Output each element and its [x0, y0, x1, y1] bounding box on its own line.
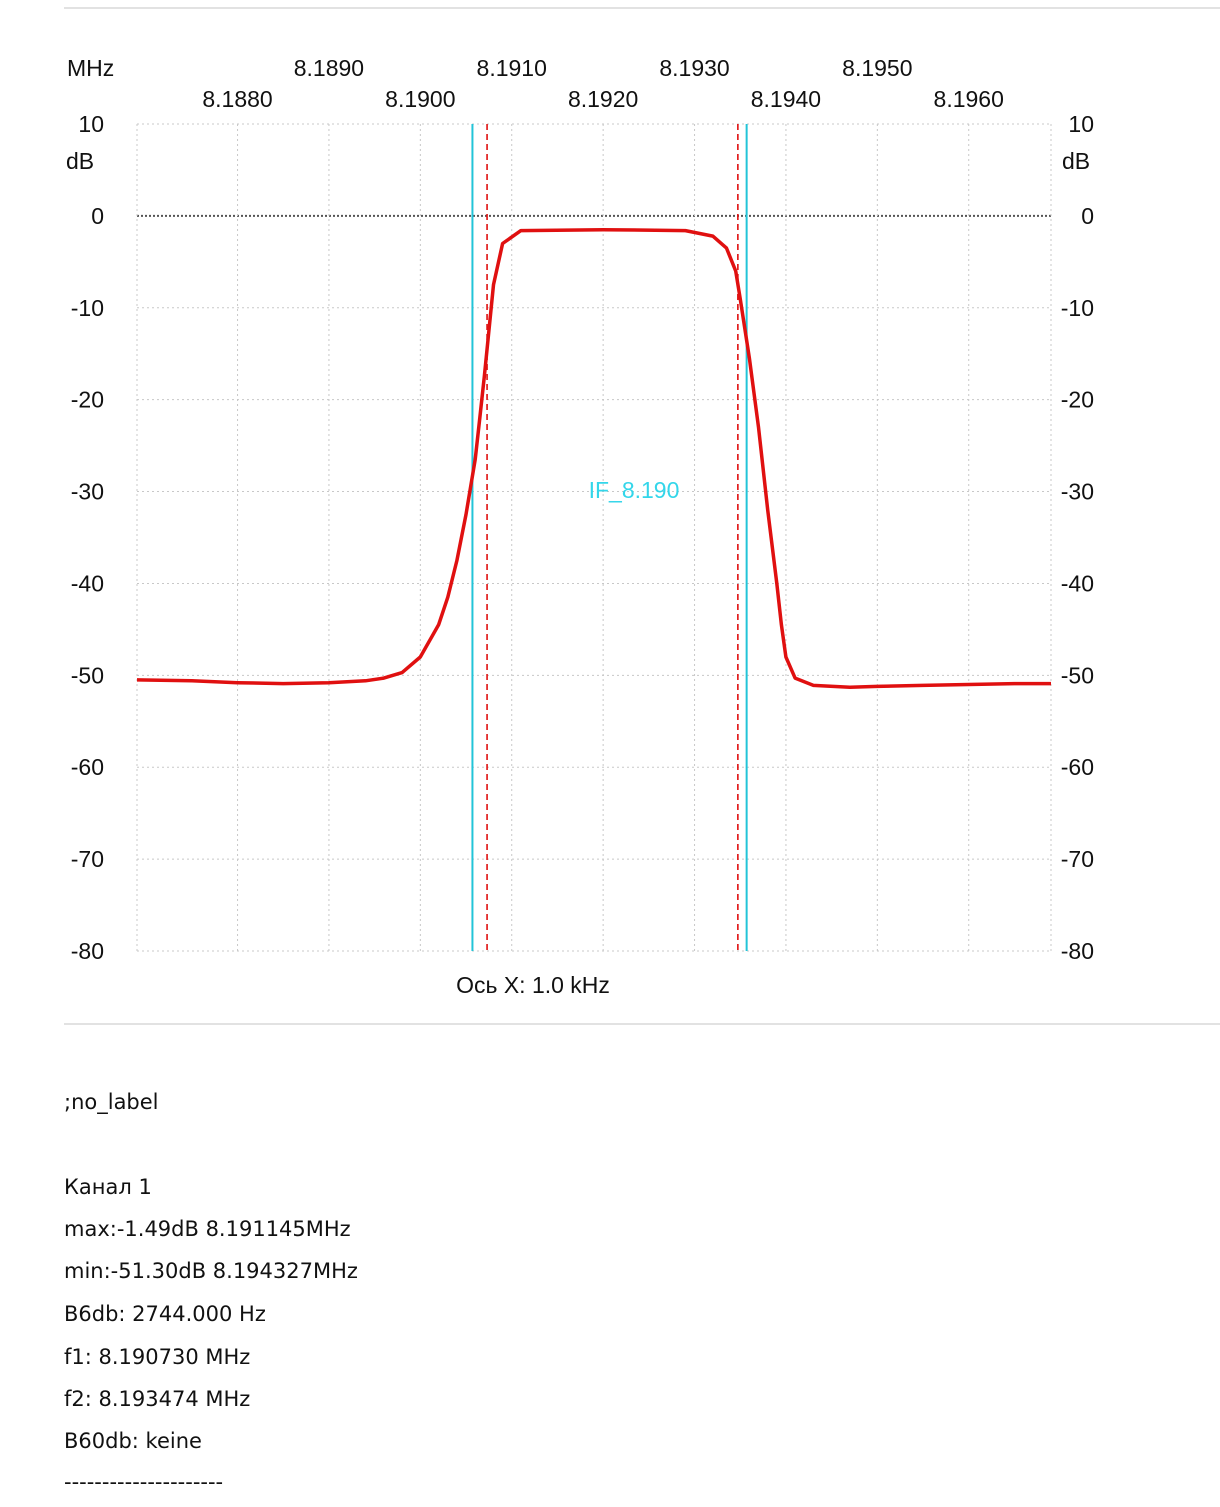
- annotation-label: IF_8.190: [589, 477, 680, 503]
- y-unit-label-left: dB: [66, 148, 94, 174]
- info-separator: ---------------------: [64, 1470, 224, 1494]
- y-tick-label-left: -50: [71, 662, 104, 688]
- y-tick-label-left: -20: [71, 387, 104, 413]
- response-series-line: [136, 227, 1051, 690]
- x-tick-label-top: 8.1910: [477, 55, 547, 81]
- x-tick-label-top: 8.1950: [842, 55, 912, 81]
- y-tick-label-left: -80: [71, 938, 104, 964]
- y-tick-label-left: 10: [78, 111, 104, 137]
- y-tick-label-left: -10: [71, 295, 104, 321]
- y-tick-label-left: -40: [71, 570, 104, 596]
- y-tick-label-right: -30: [1061, 479, 1094, 505]
- y-tick-label-right: -10: [1061, 295, 1094, 321]
- x-tick-label-top: 8.1890: [294, 55, 364, 81]
- info-f1: f1: 8.190730 MHz: [64, 1345, 251, 1369]
- y-tick-label-left: -60: [71, 754, 104, 780]
- x-tick-label-bottom: 8.1920: [568, 86, 638, 112]
- info-label: ;no_label: [64, 1090, 159, 1114]
- top-divider: [64, 7, 1220, 9]
- x-tick-label-bottom: 8.1940: [751, 86, 821, 112]
- chart-bottom-divider: [64, 1023, 1220, 1025]
- y-tick-label-left: -30: [71, 479, 104, 505]
- y-tick-label-right: -40: [1061, 570, 1094, 596]
- y-tick-label-left: 0: [91, 203, 104, 229]
- info-channel: Канал 1: [64, 1175, 152, 1199]
- y-unit-label-right: dB: [1062, 148, 1090, 174]
- x-axis-label: Ось X: 1.0 kHz: [456, 972, 610, 998]
- frequency-response-chart: MHz dB dB IF_8.190 Ось X: 1.0 kHz 10 10 0 0…: [66, 55, 1094, 998]
- y-tick-label-right: -70: [1061, 846, 1094, 872]
- x-tick-label-bottom: 8.1880: [202, 86, 272, 112]
- grid: [136, 123, 1052, 952]
- info-min: min:-51.30dB 8.194327MHz: [64, 1259, 358, 1283]
- y-tick-label-right: -20: [1061, 387, 1094, 413]
- x-tick-label-top: 8.1930: [659, 55, 729, 81]
- axis-labels: MHz dB dB IF_8.190 Ось X: 1.0 kHz 10 10 0 0…: [66, 55, 1094, 998]
- y-tick-label-left: -70: [71, 846, 104, 872]
- info-f2: f2: 8.193474 MHz: [64, 1387, 251, 1411]
- y-tick-label-right: -60: [1061, 754, 1094, 780]
- x-tick-label-bottom: 8.1900: [385, 86, 455, 112]
- y-tick-label-right: 0: [1081, 203, 1094, 229]
- series-layer: [136, 227, 1051, 690]
- y-tick-label-right: -80: [1061, 938, 1094, 964]
- x-tick-label-bottom: 8.1960: [934, 86, 1004, 112]
- info-max: max:-1.49dB 8.191145MHz: [64, 1217, 351, 1241]
- x-unit-label: MHz: [67, 55, 114, 81]
- info-b6db: B6db: 2744.000 Hz: [64, 1302, 266, 1326]
- info-b60db: B60db: keine: [64, 1429, 202, 1453]
- bandwidth-markers: [471, 124, 748, 951]
- y-tick-label-right: 10: [1068, 111, 1094, 137]
- y-tick-label-right: -50: [1061, 662, 1094, 688]
